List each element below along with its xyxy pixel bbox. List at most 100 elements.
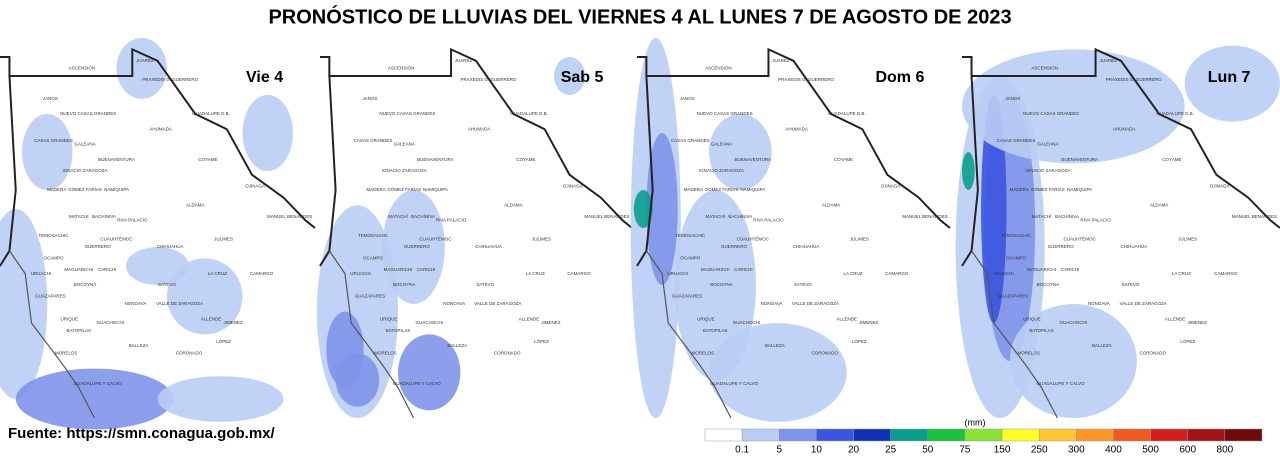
municipality-label: MORELOS xyxy=(1018,351,1041,356)
municipality-label: GUAZAPARES xyxy=(672,294,702,299)
municipality-label: IGNACIO ZARAGOZA xyxy=(699,168,744,173)
municipality-label: CHIHUAHUA xyxy=(793,244,820,249)
legend-tick-label: 400 xyxy=(1105,445,1122,456)
state-border xyxy=(0,47,316,229)
municipality-label: GALEANA xyxy=(1037,142,1058,147)
municipality-label: NUEVO CASAS GRANDES xyxy=(60,111,116,116)
rain-area xyxy=(382,190,445,304)
panel-label: Sab 5 xyxy=(561,69,604,86)
municipality-label: CASAS GRANDES xyxy=(354,138,393,143)
municipality-label: ALLENDE xyxy=(519,316,540,321)
municipality-label: BALLEZA xyxy=(447,343,467,348)
rain-area xyxy=(157,376,284,422)
municipality-label: CASAS GRANDES xyxy=(671,138,710,143)
municipality-label: GÓMEZ FARÍAS xyxy=(1031,186,1065,192)
municipality-label: JIMENEZ xyxy=(223,320,243,325)
municipality-label: BUENAVENTURA xyxy=(98,157,135,162)
map-panel: ASCENSIÓN JUAREZ PRAXEDIS G. GUERRERO JANOS… xyxy=(316,38,633,419)
municipality-label: BACHÍNIVA xyxy=(92,213,116,219)
municipality-label: NONOAVA xyxy=(443,301,465,306)
rain-area xyxy=(126,247,189,285)
rain-area xyxy=(633,190,653,228)
municipality-label: CORONADO xyxy=(494,351,521,356)
municipality-label: CAMARGO xyxy=(1214,271,1238,276)
municipality-label: CAMARGO xyxy=(885,271,909,276)
municipality-label: ASCENSIÓN xyxy=(1031,65,1058,71)
municipality-label: JUAREZ xyxy=(772,58,790,63)
municipality-label: GUERRERO xyxy=(85,244,112,249)
municipality-label: JIMENEZ xyxy=(541,320,561,325)
municipality-label: AHUMADA xyxy=(1113,126,1136,131)
municipality-label: BOCOYNA xyxy=(710,282,733,287)
municipality-label: GUADALUPE Y CALVO xyxy=(1037,381,1086,386)
municipality-label: VALLE DE ZARAGOZA xyxy=(156,301,203,306)
legend-tick-label: 20 xyxy=(848,445,860,456)
municipality-label: JANOS xyxy=(1005,96,1020,101)
municipality-label: RIVA PALACIO xyxy=(117,218,148,223)
municipality-label: GUACHOCHI xyxy=(733,320,761,325)
municipality-label: ASCENSIÓN xyxy=(705,65,732,71)
municipality-label: URIQUE xyxy=(1023,316,1041,321)
state-border xyxy=(8,250,96,419)
municipality-label: GUAZAPARES xyxy=(35,294,65,299)
municipality-label: AHUMADA xyxy=(149,126,172,131)
legend-swatch xyxy=(1038,428,1077,442)
municipality-label: BALLEZA xyxy=(765,343,785,348)
municipality-label: CORONADO xyxy=(1140,351,1167,356)
municipality-label: COYAME xyxy=(516,157,535,162)
municipality-label: NAMIQUIPA xyxy=(740,187,765,192)
municipality-label: GUACHOCHI xyxy=(415,320,443,325)
rain-area xyxy=(708,114,772,190)
municipality-label: NAMIQUIPA xyxy=(423,187,448,192)
municipality-label: SATEVO xyxy=(158,282,176,287)
state-border xyxy=(636,75,654,267)
rain-area xyxy=(116,38,167,99)
municipality-label: CAMARGO xyxy=(250,271,274,276)
municipality-label: MATACHÍ xyxy=(1032,213,1052,219)
rain-area xyxy=(1009,304,1137,418)
municipality-label: IGNACIO ZARAGOZA xyxy=(382,168,427,173)
municipality-label: OJINAGA xyxy=(245,183,265,188)
legend-tick-label: 5 xyxy=(776,445,782,456)
municipality-label: BACHÍNIVA xyxy=(728,213,752,219)
municipality-label: CUAUHTÉMOC xyxy=(100,236,133,242)
municipality-label: JULIMES xyxy=(532,237,551,242)
municipality-label: GUADALUPE D.B. xyxy=(828,111,866,116)
municipality-label: GÓMEZ FARÍAS xyxy=(387,186,421,192)
municipality-label: BATOPILAS xyxy=(703,328,728,333)
municipality-label: BATOPILAS xyxy=(386,328,411,333)
municipality-label: GUADALUPE D.B. xyxy=(510,111,548,116)
municipality-label: OCAMPO xyxy=(680,256,701,261)
municipality-label: BUENAVENTURA xyxy=(1061,157,1098,162)
legend-swatch xyxy=(853,428,891,442)
municipality-label: CASAS GRANDES xyxy=(34,138,73,143)
legend-tick-label: 0.1 xyxy=(735,445,749,456)
legend-swatch xyxy=(1113,428,1151,442)
rain-area xyxy=(962,49,1185,164)
municipality-label: RIVA PALACIO xyxy=(436,218,467,223)
rain-area xyxy=(0,209,48,399)
rain-area xyxy=(646,133,678,285)
municipality-label: NUEVO CASAS GRANDES xyxy=(697,111,753,116)
municipality-label: ALDAMA xyxy=(822,202,841,207)
municipality-label: MANUEL BENAVIDES xyxy=(902,214,947,219)
municipality-label: RIVA PALACIO xyxy=(1080,218,1111,223)
municipality-label: OJINAGA xyxy=(1210,183,1230,188)
municipality-label: CHIHUAHUA xyxy=(475,244,502,249)
rain-area xyxy=(15,368,174,430)
municipality-label: GALEANA xyxy=(74,142,95,147)
municipality-label: NAMIQUIPA xyxy=(1067,187,1092,192)
municipality-label: CHIHUAHUA xyxy=(157,244,184,249)
panel-label: Lun 7 xyxy=(1208,69,1251,86)
state-border xyxy=(645,250,732,419)
municipality-label: OCAMPO xyxy=(1006,256,1027,261)
municipality-label: MADERA xyxy=(684,187,703,192)
municipality-label: GUADALUPE D.B. xyxy=(192,111,230,116)
legend-tick-label: 250 xyxy=(1031,445,1048,456)
municipality-label: LA CRUZ xyxy=(208,271,227,276)
municipality-label: GUADALUPE D.B. xyxy=(1156,111,1194,116)
municipality-label: GÓMEZ FARÍAS xyxy=(68,186,102,192)
municipality-label: BOCOYNA xyxy=(74,282,97,287)
municipality-label: SATEVO xyxy=(1122,282,1140,287)
legend-swatch xyxy=(1224,428,1263,442)
